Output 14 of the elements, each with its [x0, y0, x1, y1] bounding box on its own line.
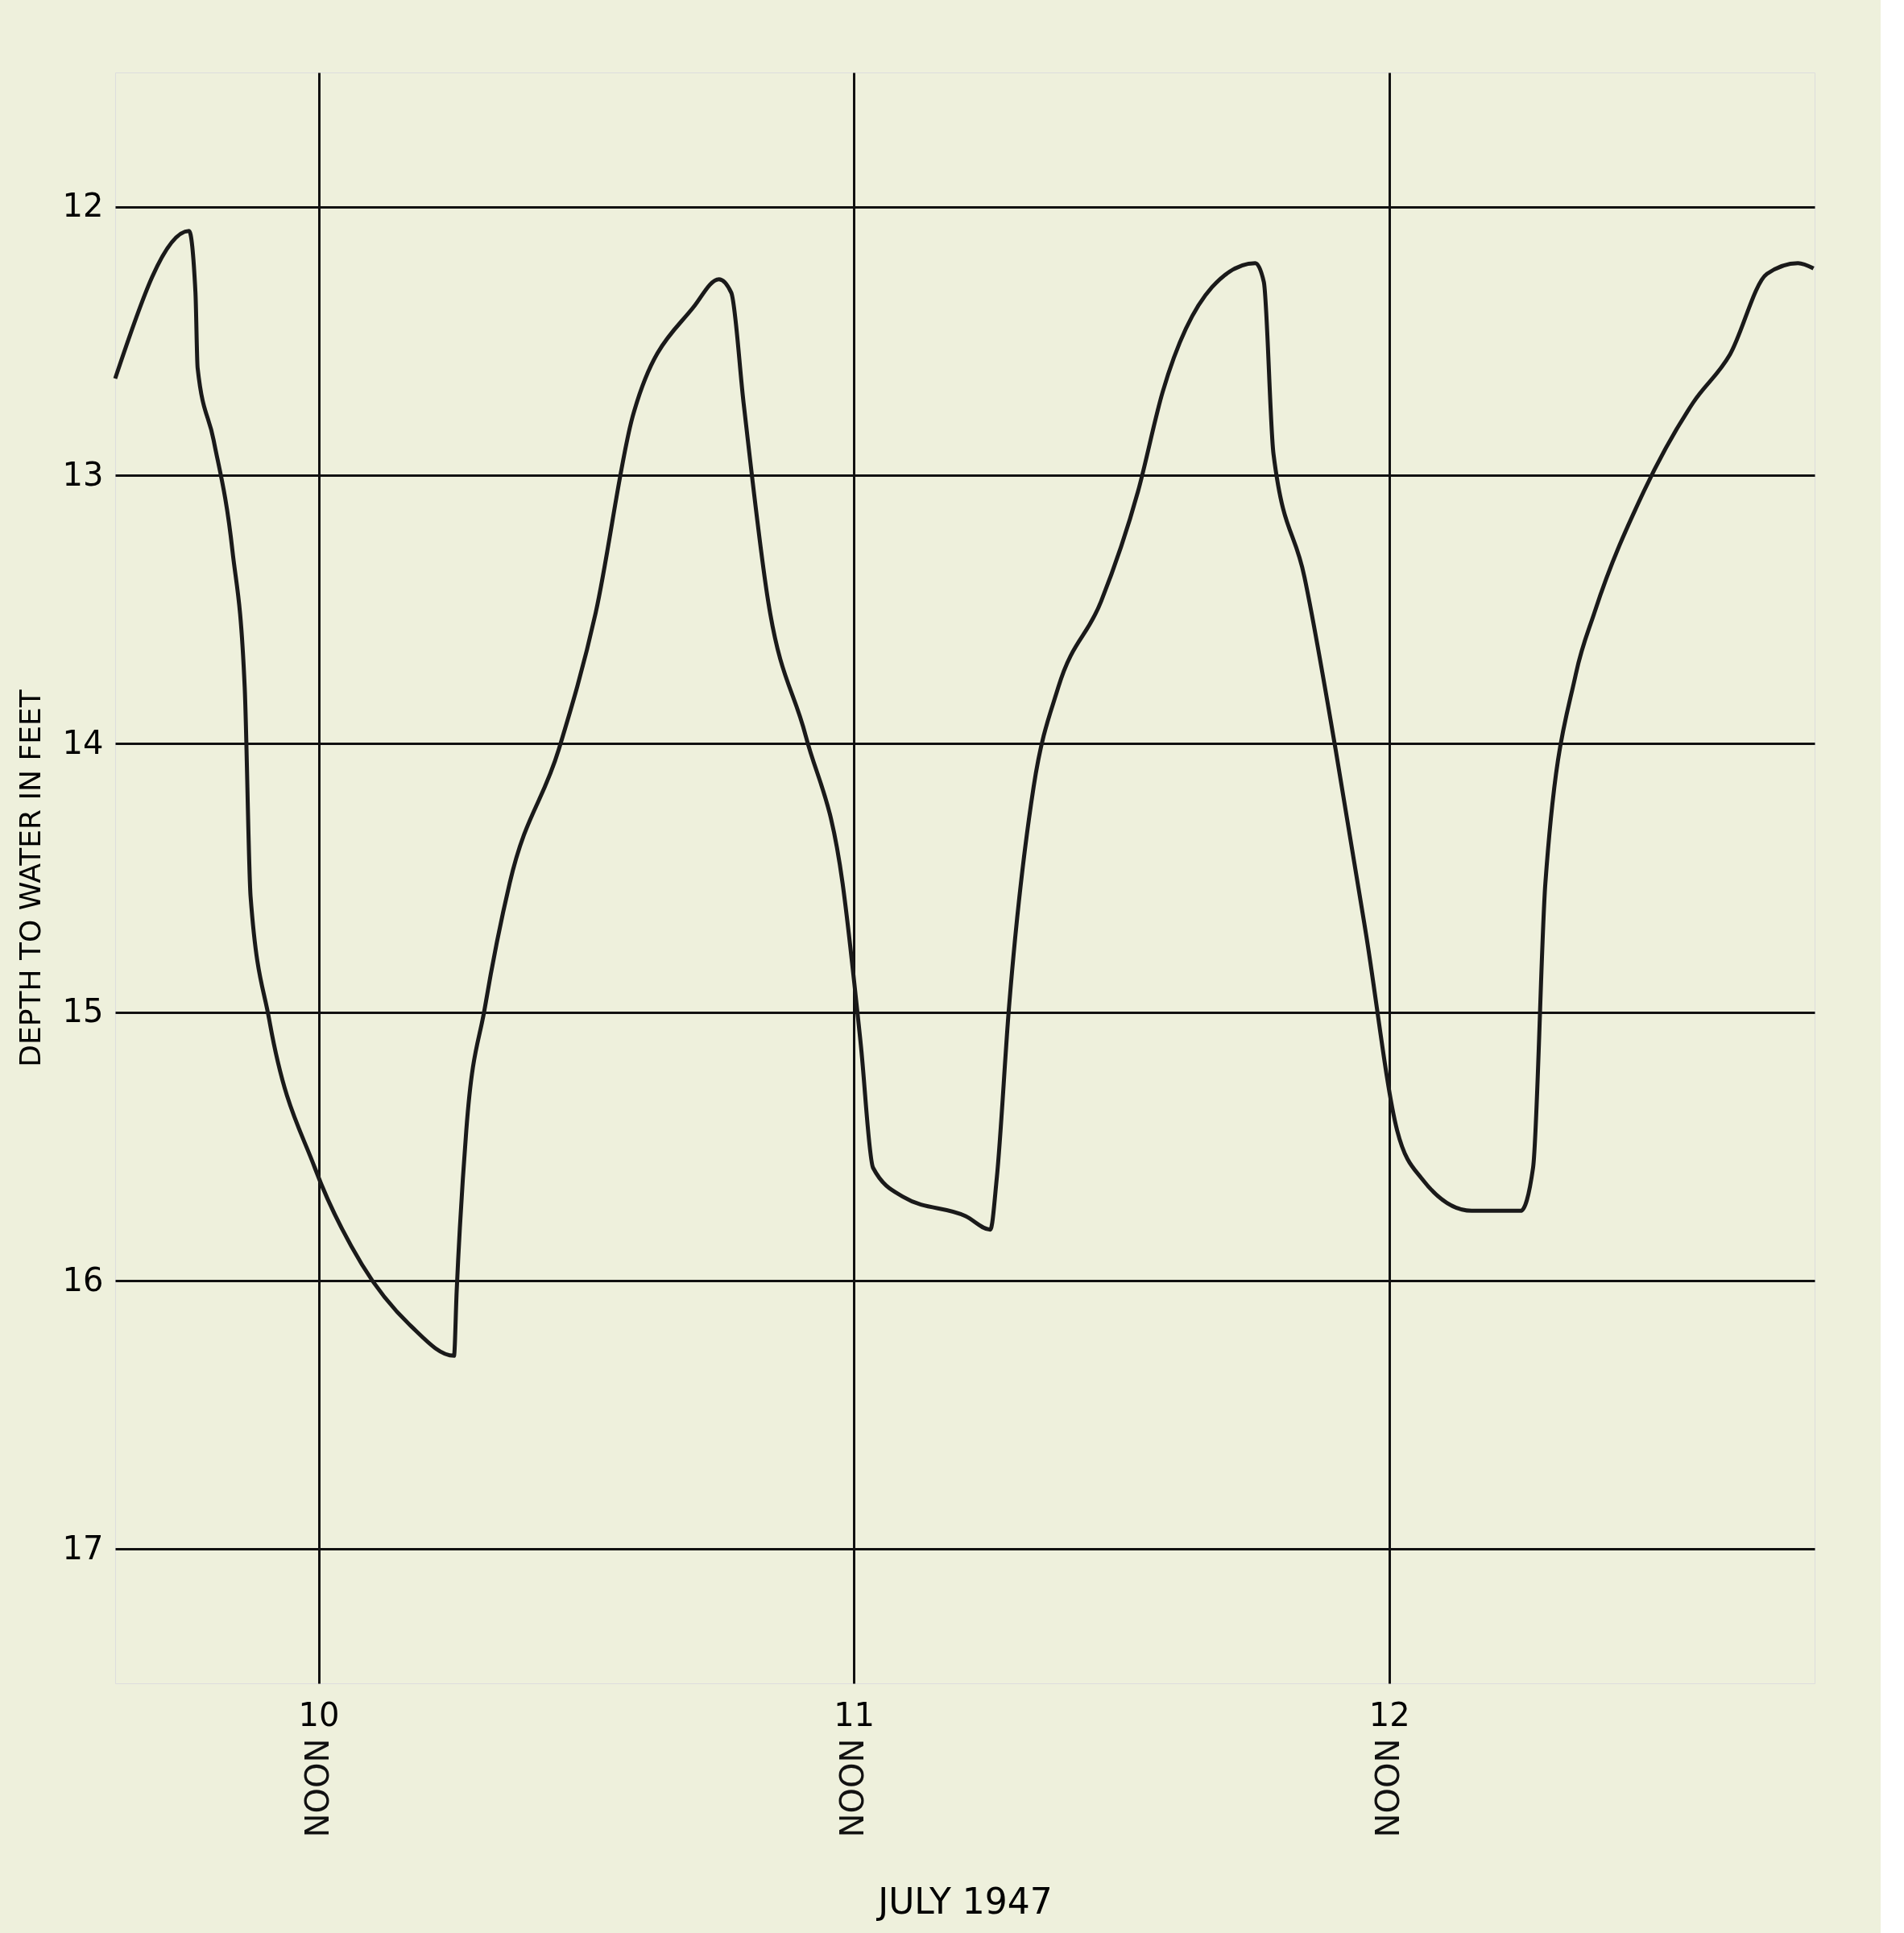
- y-axis-title: DEPTH TO WATER IN FEET: [13, 689, 47, 1067]
- text: NOON: [298, 1738, 336, 1838]
- y-tick-label: 16: [62, 1260, 104, 1298]
- x-axis-title: JULY 1947: [875, 1880, 1053, 1922]
- text: NOON: [834, 1738, 871, 1838]
- text: NOON: [1368, 1738, 1406, 1838]
- y-tick-label: 14: [62, 723, 104, 761]
- y-tick-label: 17: [62, 1529, 104, 1567]
- y-tick-label: 13: [62, 455, 104, 493]
- y-tick-label: 12: [62, 187, 104, 225]
- x-tick-label: 10: [298, 1695, 340, 1733]
- x-tick-label: 12: [1368, 1695, 1410, 1733]
- x-tick-label: 11: [834, 1695, 875, 1733]
- y-tick-label: 15: [62, 992, 104, 1030]
